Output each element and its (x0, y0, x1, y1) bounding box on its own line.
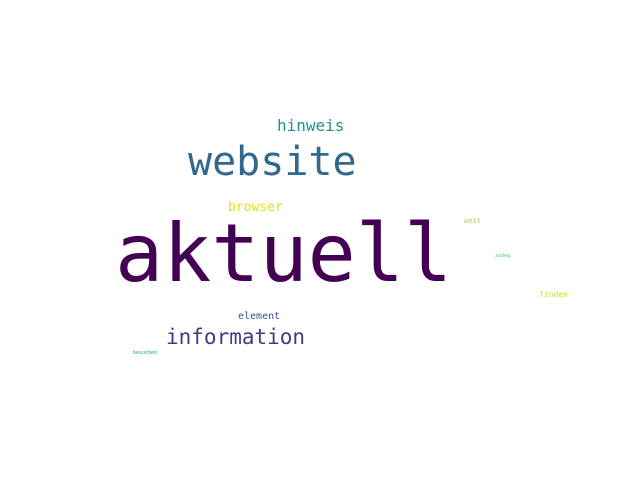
word-element: element (238, 311, 281, 322)
word-zudeg: zudeg (495, 253, 511, 259)
word-finden: finden (539, 290, 568, 299)
word-hinweis: hinweis (277, 116, 345, 135)
word-information: information (166, 325, 306, 349)
word-website: website (188, 139, 357, 185)
word-besuchen: besuchen (133, 350, 158, 356)
word-aktuell: aktuell (115, 207, 453, 300)
word-weit: weit (464, 217, 481, 225)
word-browser: browser (228, 200, 283, 215)
